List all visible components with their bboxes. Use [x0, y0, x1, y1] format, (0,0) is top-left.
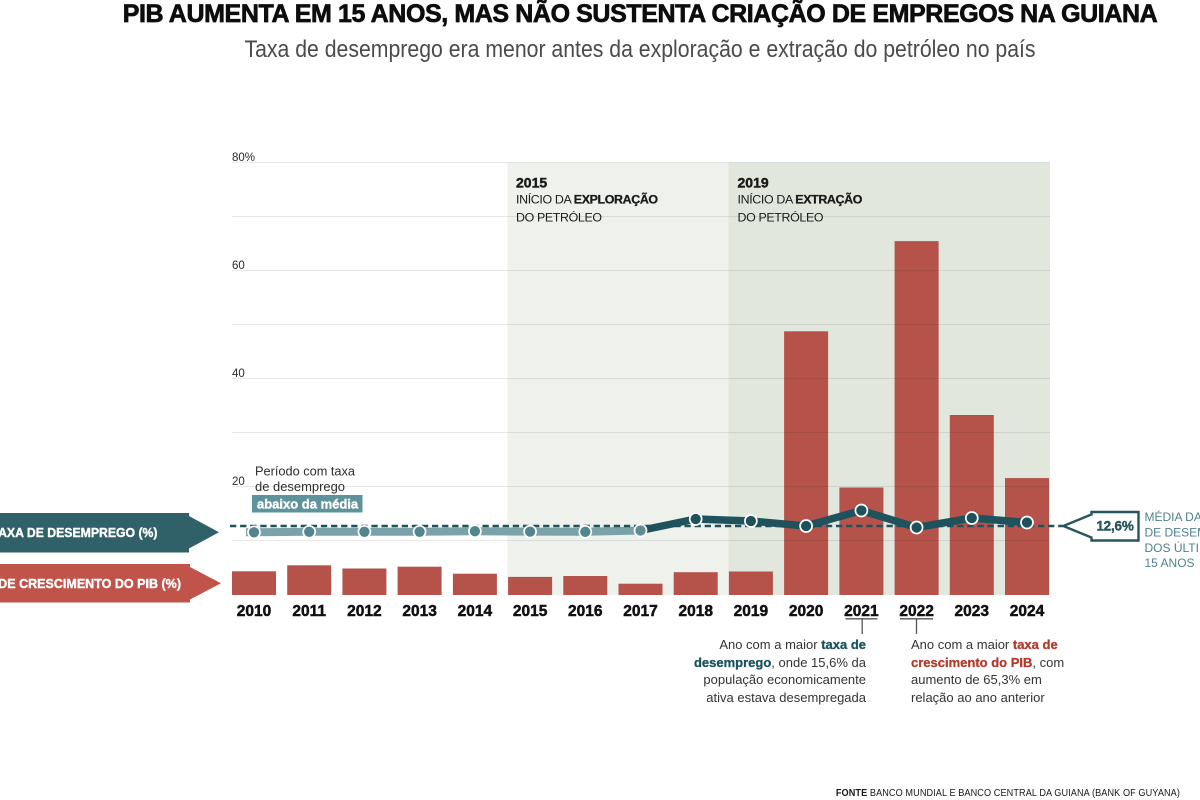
svg-text:2021: 2021 [844, 603, 879, 620]
svg-text:TAXA DE CRESCIMENTO DO PIB (%): TAXA DE CRESCIMENTO DO PIB (%) [0, 576, 181, 591]
svg-text:2016: 2016 [568, 603, 603, 620]
svg-text:abaixo da média: abaixo da média [257, 497, 359, 512]
svg-text:2011: 2011 [292, 603, 326, 620]
svg-text:2022: 2022 [899, 603, 933, 620]
svg-text:DO PETRÓLEO: DO PETRÓLEO [738, 210, 824, 225]
svg-text:20: 20 [232, 476, 245, 488]
svg-text:INÍCIO DA EXPLORAÇÃO: INÍCIO DA EXPLORAÇÃO [516, 192, 658, 207]
svg-text:2013: 2013 [402, 603, 437, 620]
svg-text:15 ANOS: 15 ANOS [1145, 556, 1195, 570]
svg-text:2019: 2019 [738, 174, 769, 190]
svg-text:2020: 2020 [789, 603, 823, 620]
svg-text:2023: 2023 [955, 603, 990, 620]
svg-text:2018: 2018 [678, 603, 713, 620]
svg-text:2017: 2017 [623, 603, 657, 620]
svg-text:INÍCIO DA EXTRAÇÃO: INÍCIO DA EXTRAÇÃO [738, 192, 863, 207]
svg-text:MÉDIA DA TAXA: MÉDIA DA TAXA [1145, 509, 1200, 524]
svg-text:2014: 2014 [458, 603, 493, 620]
svg-text:Período com taxa: Período com taxa [255, 464, 355, 478]
svg-text:60: 60 [232, 260, 245, 272]
svg-text:DO PETRÓLEO: DO PETRÓLEO [516, 210, 602, 225]
svg-text:2012: 2012 [347, 603, 381, 620]
svg-text:2010: 2010 [237, 603, 271, 620]
svg-text:40: 40 [232, 368, 245, 380]
svg-text:de desemprego: de desemprego [255, 480, 345, 494]
svg-text:2019: 2019 [734, 603, 769, 620]
svg-text:2015: 2015 [516, 174, 547, 190]
svg-text:2024: 2024 [1010, 603, 1045, 620]
svg-text:12,6%: 12,6% [1096, 519, 1133, 534]
svg-text:DE DESEMPREGO: DE DESEMPREGO [1145, 526, 1200, 540]
svg-text:2015: 2015 [513, 603, 548, 620]
svg-text:TAXA DE DESEMPREGO (%): TAXA DE DESEMPREGO (%) [0, 525, 158, 540]
svg-text:DOS ÚLTIMOS: DOS ÚLTIMOS [1145, 540, 1200, 555]
svg-text:80%: 80% [232, 152, 255, 164]
